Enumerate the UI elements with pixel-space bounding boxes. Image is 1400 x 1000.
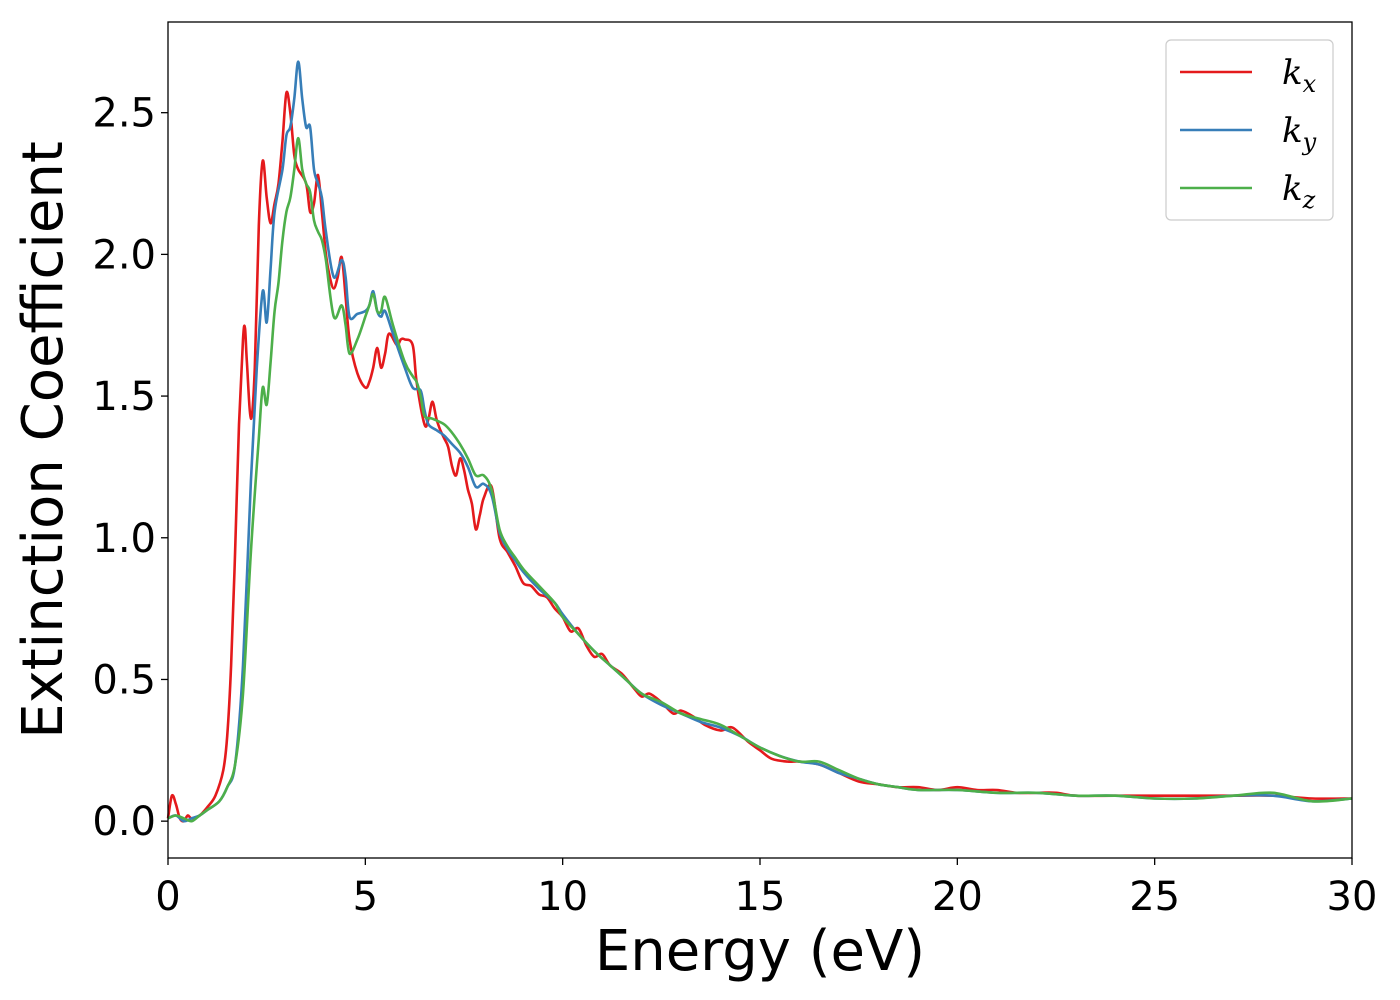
x-tick-label: 25 — [1129, 874, 1180, 920]
y-tick-label: 0.0 — [92, 799, 156, 845]
y-tick-label: 1.0 — [92, 516, 156, 562]
x-tick-label: 30 — [1327, 874, 1378, 920]
legend-label-base: k — [1282, 53, 1303, 93]
y-tick-label: 1.5 — [92, 374, 156, 420]
y-tick-label: 2.0 — [92, 232, 156, 278]
legend-label-subscript: y — [1302, 128, 1317, 156]
series-line-z — [167, 136, 1353, 823]
x-tick-label: 0 — [155, 874, 180, 920]
x-tick-label: 10 — [537, 874, 588, 920]
y-axis: 0.0 0.5 1.0 1.5 2.0 2.5 — [92, 91, 168, 845]
legend-label-base: k — [1282, 169, 1303, 209]
legend-label-x: kx — [1282, 53, 1317, 98]
series-layer — [166, 60, 1353, 823]
y-axis-label: Extinction Coefficient — [11, 141, 76, 739]
legend-label-base: k — [1282, 111, 1303, 151]
x-tick-label: 15 — [735, 874, 786, 920]
x-tick-label: 20 — [932, 874, 983, 920]
legend-label-subscript: x — [1303, 70, 1317, 98]
y-tick-label: 0.5 — [92, 657, 156, 703]
legend-label-y: ky — [1282, 111, 1317, 156]
legend-label-z: kz — [1282, 169, 1316, 214]
series-line-y — [167, 60, 1353, 823]
x-tick-label: 5 — [353, 874, 378, 920]
x-axis: 0 5 10 15 20 25 30 — [155, 858, 1377, 920]
legend-label-subscript: z — [1302, 186, 1316, 214]
y-tick-label: 2.5 — [92, 91, 156, 137]
x-axis-label: Energy (eV) — [595, 919, 925, 984]
